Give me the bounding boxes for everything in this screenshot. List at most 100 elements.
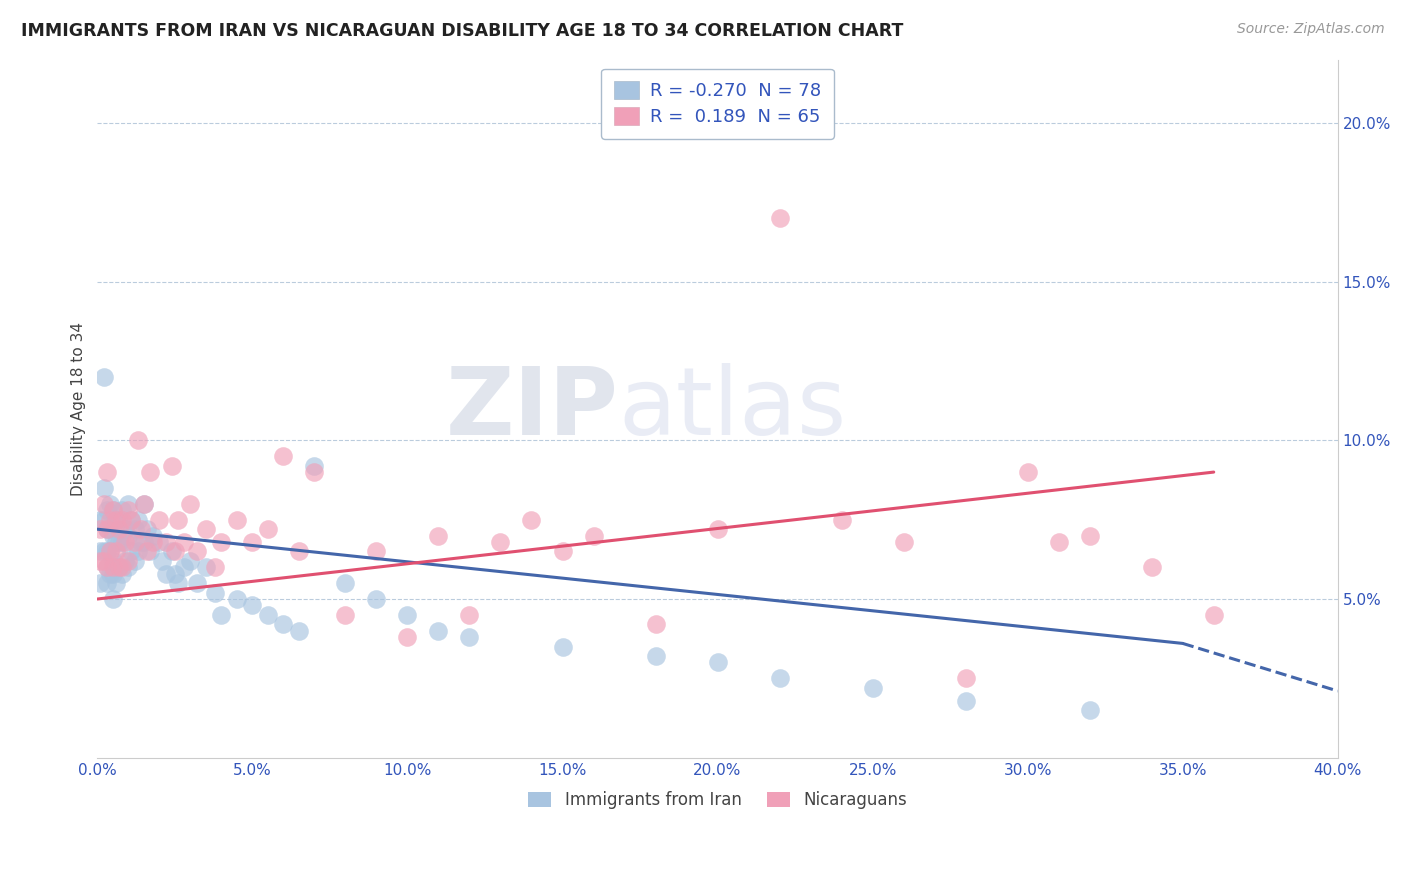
Point (98, 497, 121, 511)
Point (1140, 560, 1163, 574)
Point (194, 560, 217, 574)
Point (862, 681, 884, 695)
Point (160, 544, 183, 558)
Point (304, 458, 326, 473)
Point (96, 560, 118, 574)
Point (644, 649, 666, 664)
Point (225, 592, 247, 607)
Point (148, 513, 170, 527)
Point (204, 560, 226, 574)
Point (520, 513, 543, 527)
Point (551, 640, 574, 654)
Point (98, 544, 121, 558)
Point (173, 560, 195, 574)
Point (108, 560, 131, 574)
Point (124, 534, 146, 549)
Point (955, 693, 977, 707)
Point (93, 554, 115, 568)
Point (427, 528, 450, 542)
Point (706, 522, 728, 536)
Point (89, 576, 111, 591)
Point (98, 522, 121, 536)
Point (89, 544, 111, 558)
Legend: Immigrants from Iran, Nicaraguans: Immigrants from Iran, Nicaraguans (522, 784, 914, 815)
Point (1202, 607, 1225, 622)
Point (167, 576, 190, 591)
Point (288, 544, 311, 558)
Point (121, 513, 143, 527)
Point (93, 497, 115, 511)
Point (142, 534, 165, 549)
Point (163, 566, 186, 581)
Text: IMMIGRANTS FROM IRAN VS NICARAGUAN DISABILITY AGE 18 TO 34 CORRELATION CHART: IMMIGRANTS FROM IRAN VS NICARAGUAN DISAB… (21, 22, 904, 40)
Point (96, 522, 118, 536)
Point (101, 503, 124, 517)
Text: ZIP: ZIP (446, 363, 619, 455)
Point (98, 566, 121, 581)
Point (96, 560, 118, 574)
Point (139, 465, 162, 479)
Point (155, 566, 177, 581)
Point (111, 513, 134, 527)
Point (129, 534, 152, 549)
Point (136, 544, 159, 558)
Point (101, 528, 124, 542)
Point (167, 513, 190, 527)
Point (96, 465, 118, 479)
Point (273, 617, 295, 632)
Point (427, 624, 450, 638)
Text: Source: ZipAtlas.com: Source: ZipAtlas.com (1237, 22, 1385, 37)
Point (396, 607, 419, 622)
Point (89, 522, 111, 536)
Point (127, 434, 149, 448)
Point (257, 607, 280, 622)
Point (129, 522, 152, 536)
Point (288, 624, 311, 638)
Point (124, 522, 146, 536)
Point (101, 554, 124, 568)
Point (96, 576, 118, 591)
Point (96, 503, 118, 517)
Point (104, 576, 127, 591)
Point (139, 544, 162, 558)
Point (114, 522, 136, 536)
Point (186, 544, 208, 558)
Point (1078, 528, 1101, 542)
Point (458, 630, 481, 644)
Point (96, 544, 118, 558)
Point (124, 554, 146, 568)
Point (108, 522, 131, 536)
Point (831, 513, 853, 527)
Point (104, 544, 127, 558)
Point (194, 522, 217, 536)
Point (768, 671, 790, 685)
Point (104, 534, 127, 549)
Point (173, 534, 195, 549)
Point (121, 513, 143, 527)
Point (186, 576, 208, 591)
Point (366, 592, 388, 607)
Point (127, 544, 149, 558)
Point (104, 560, 127, 574)
Point (273, 449, 295, 463)
Point (489, 534, 512, 549)
Point (111, 560, 134, 574)
Point (104, 513, 127, 527)
Point (132, 497, 155, 511)
Point (111, 566, 134, 581)
Point (335, 576, 357, 591)
Point (1078, 703, 1101, 717)
Point (117, 503, 139, 517)
Point (98, 513, 121, 527)
Point (117, 528, 139, 542)
Point (209, 607, 232, 622)
Point (132, 534, 155, 549)
Text: atlas: atlas (619, 363, 846, 455)
Point (1047, 534, 1070, 549)
Point (117, 497, 139, 511)
Point (706, 656, 728, 670)
Point (458, 607, 481, 622)
Point (155, 534, 177, 549)
Point (136, 522, 159, 536)
Point (148, 534, 170, 549)
